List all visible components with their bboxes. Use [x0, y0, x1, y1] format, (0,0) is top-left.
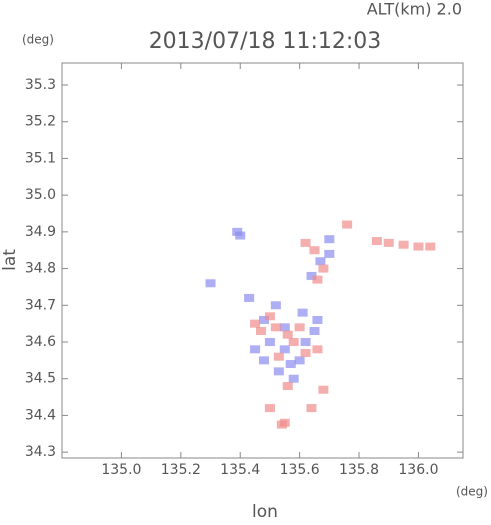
radar-point: [264, 337, 275, 346]
y-tick-label: 34.4: [25, 407, 56, 423]
y-tick-label: 34.3: [25, 444, 56, 460]
radar-point: [309, 246, 320, 255]
x-tick-label: 135.4: [220, 462, 260, 478]
radar-point: [256, 326, 267, 335]
y-tick-label: 34.6: [25, 334, 56, 350]
radar-point: [306, 271, 317, 280]
radar-point: [279, 345, 290, 354]
x-axis-label: lon: [252, 502, 278, 521]
radar-point: [273, 352, 284, 361]
radar-point: [324, 235, 335, 244]
radar-point: [398, 240, 409, 249]
radar-point: [371, 237, 382, 246]
radar-point: [258, 315, 269, 324]
radar-point: [264, 404, 275, 413]
radar-point: [318, 385, 329, 394]
x-tick-label: 135.8: [339, 462, 379, 478]
radar-point: [309, 326, 320, 335]
radar-point: [312, 345, 323, 354]
chart-title: 2013/07/18 11:12:03: [149, 29, 382, 54]
x-tick-label: 135.0: [101, 462, 141, 478]
y-tick-label: 34.7: [25, 297, 56, 313]
plot-frame: [61, 62, 464, 459]
radar-point: [282, 330, 293, 339]
radar-point: [315, 257, 326, 266]
radar-point: [270, 323, 281, 332]
y-unit: (deg): [22, 33, 54, 47]
radar-point: [294, 323, 305, 332]
radar-point: [273, 367, 284, 376]
y-tick-label: 34.9: [25, 224, 56, 240]
radar-point: [413, 242, 424, 251]
y-axis-label: lat: [0, 249, 20, 271]
radar-point: [306, 404, 317, 413]
radar-point: [342, 220, 353, 229]
radar-point: [294, 356, 305, 365]
radar-point: [285, 360, 296, 369]
radar-point: [312, 315, 323, 324]
x-tick-label: 135.6: [280, 462, 320, 478]
radar-point: [288, 337, 299, 346]
altitude-label: ALT(km) 2.0: [367, 0, 462, 19]
x-unit: (deg): [456, 485, 488, 499]
x-tick-label: 135.2: [161, 462, 201, 478]
y-tick-label: 35.1: [25, 150, 56, 166]
radar-point: [235, 231, 246, 240]
radar-point: [270, 301, 281, 310]
radar-point: [276, 420, 287, 429]
radar-point: [279, 323, 290, 332]
x-tick-label: 136.0: [398, 462, 438, 478]
radar-point: [250, 345, 261, 354]
radar-point: [258, 356, 269, 365]
radar-point: [324, 249, 335, 258]
radar-point: [250, 319, 261, 328]
radar-point: [205, 279, 216, 288]
y-tick-label: 35.3: [25, 77, 56, 93]
radar-point: [282, 382, 293, 391]
radar-point: [300, 238, 311, 247]
radar-point: [318, 264, 329, 273]
radar-point: [300, 337, 311, 346]
radar-point: [297, 308, 308, 317]
radar-point: [383, 238, 394, 247]
y-tick-label: 34.8: [25, 261, 56, 277]
radar-point: [288, 374, 299, 383]
radar-point: [244, 293, 255, 302]
radar-point: [312, 275, 323, 284]
radar-point: [300, 349, 311, 358]
y-tick-label: 35.2: [25, 114, 56, 130]
radar-point: [425, 242, 436, 251]
y-tick-label: 35.0: [25, 187, 56, 203]
y-tick-label: 34.5: [25, 371, 56, 387]
radar-point: [264, 312, 275, 321]
